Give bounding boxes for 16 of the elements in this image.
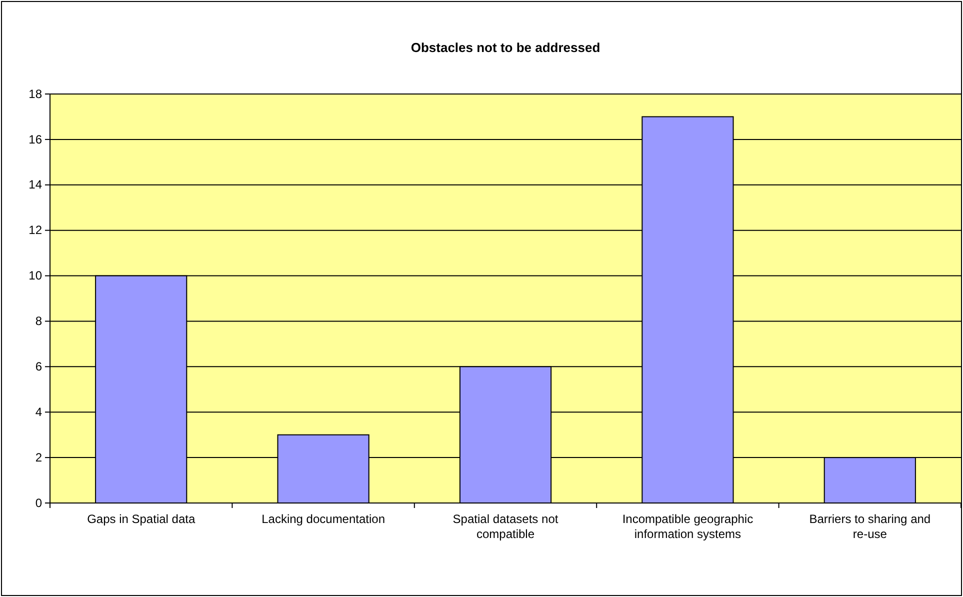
x-tick-label: Incompatible geographic information systems [622,512,754,541]
y-tick-label: 0 [35,496,42,510]
y-tick-label: 8 [35,314,42,328]
y-tick-label: 4 [35,404,42,419]
y-tick-label: 10 [28,268,42,283]
y-tick-label: 6 [35,360,42,374]
y-tick-label: 18 [28,86,42,101]
y-tick-label: 16 [28,132,42,146]
x-tick-label: Barriers to sharing and re-use [809,512,931,541]
y-tick-label: 2 [35,450,42,464]
chart-title: Obstacles not to be addressed [410,40,600,55]
x-tick-label: Lacking documentation [262,512,386,526]
y-tick-label: 12 [28,223,42,238]
y-tick-label: 14 [28,178,42,192]
x-tick-label: Spatial datasets not compatible [452,512,559,541]
x-tick-label: Gaps in Spatial data [87,512,196,526]
